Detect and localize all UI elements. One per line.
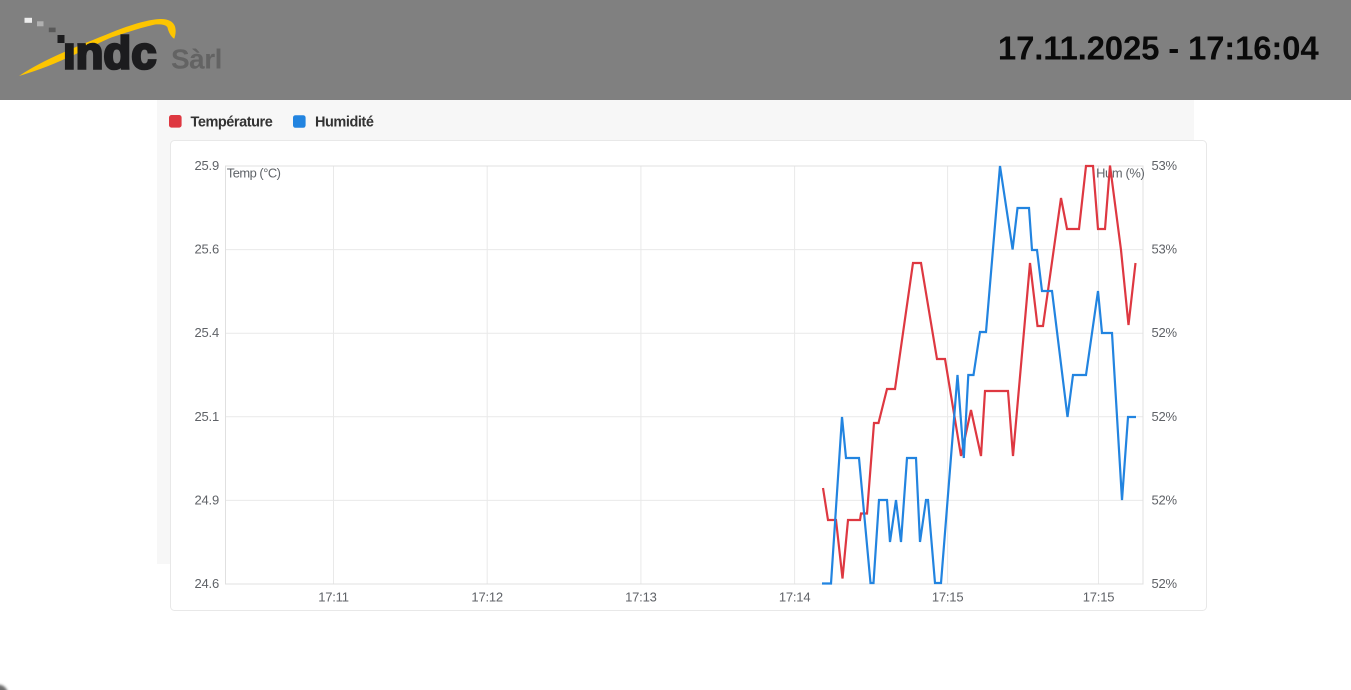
svg-text:17:14: 17:14: [779, 590, 811, 605]
svg-text:52%: 52%: [1152, 492, 1178, 507]
svg-text:52%: 52%: [1152, 325, 1178, 340]
svg-text:Humidité: Humidité: [315, 114, 374, 130]
svg-text:17.11.2025 - 17:16:04: 17.11.2025 - 17:16:04: [998, 30, 1319, 67]
svg-text:53%: 53%: [1152, 242, 1178, 257]
svg-text:Température: Température: [191, 114, 273, 130]
svg-text:25.1: 25.1: [194, 409, 219, 424]
svg-text:24.6: 24.6: [194, 576, 219, 591]
svg-text:25.4: 25.4: [194, 325, 219, 340]
svg-text:17:13: 17:13: [625, 590, 657, 605]
svg-text:Temp (°C): Temp (°C): [227, 166, 281, 181]
svg-text:17:11: 17:11: [318, 590, 349, 605]
svg-text:53%: 53%: [1152, 158, 1178, 173]
svg-text:52%: 52%: [1152, 576, 1178, 591]
svg-text:25.9: 25.9: [194, 158, 219, 173]
svg-text:Hum (%): Hum (%): [1096, 166, 1144, 181]
svg-text:17:12: 17:12: [471, 590, 503, 605]
svg-text:17:15: 17:15: [1083, 590, 1115, 605]
svg-text:17:15: 17:15: [932, 590, 964, 605]
svg-text:25.6: 25.6: [194, 242, 219, 257]
svg-text:24.9: 24.9: [194, 492, 219, 507]
svg-text:ındc: ındc: [63, 28, 157, 79]
svg-text:Sàrl: Sàrl: [171, 44, 222, 75]
svg-text:52%: 52%: [1152, 409, 1178, 424]
